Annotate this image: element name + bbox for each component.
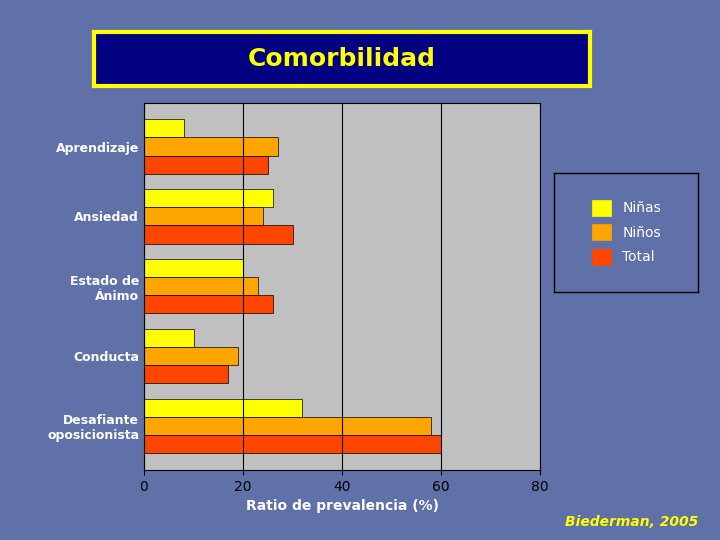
- Legend: Niñas, Niños, Total: Niñas, Niños, Total: [585, 193, 668, 272]
- Bar: [144, 435, 441, 453]
- Bar: [144, 259, 243, 277]
- Bar: [144, 119, 184, 138]
- Bar: [144, 225, 292, 244]
- Bar: [144, 156, 268, 174]
- Bar: [144, 347, 238, 365]
- Bar: [144, 417, 431, 435]
- Text: Comorbilidad: Comorbilidad: [248, 48, 436, 71]
- Bar: [144, 365, 228, 383]
- Bar: [144, 207, 263, 225]
- Bar: [144, 329, 194, 347]
- Text: Biederman, 2005: Biederman, 2005: [565, 515, 698, 529]
- Bar: [144, 277, 258, 295]
- Bar: [144, 399, 302, 417]
- Bar: [144, 138, 278, 156]
- Bar: [144, 189, 273, 207]
- Bar: [144, 295, 273, 313]
- X-axis label: Ratio de prevalencia (%): Ratio de prevalencia (%): [246, 499, 438, 513]
